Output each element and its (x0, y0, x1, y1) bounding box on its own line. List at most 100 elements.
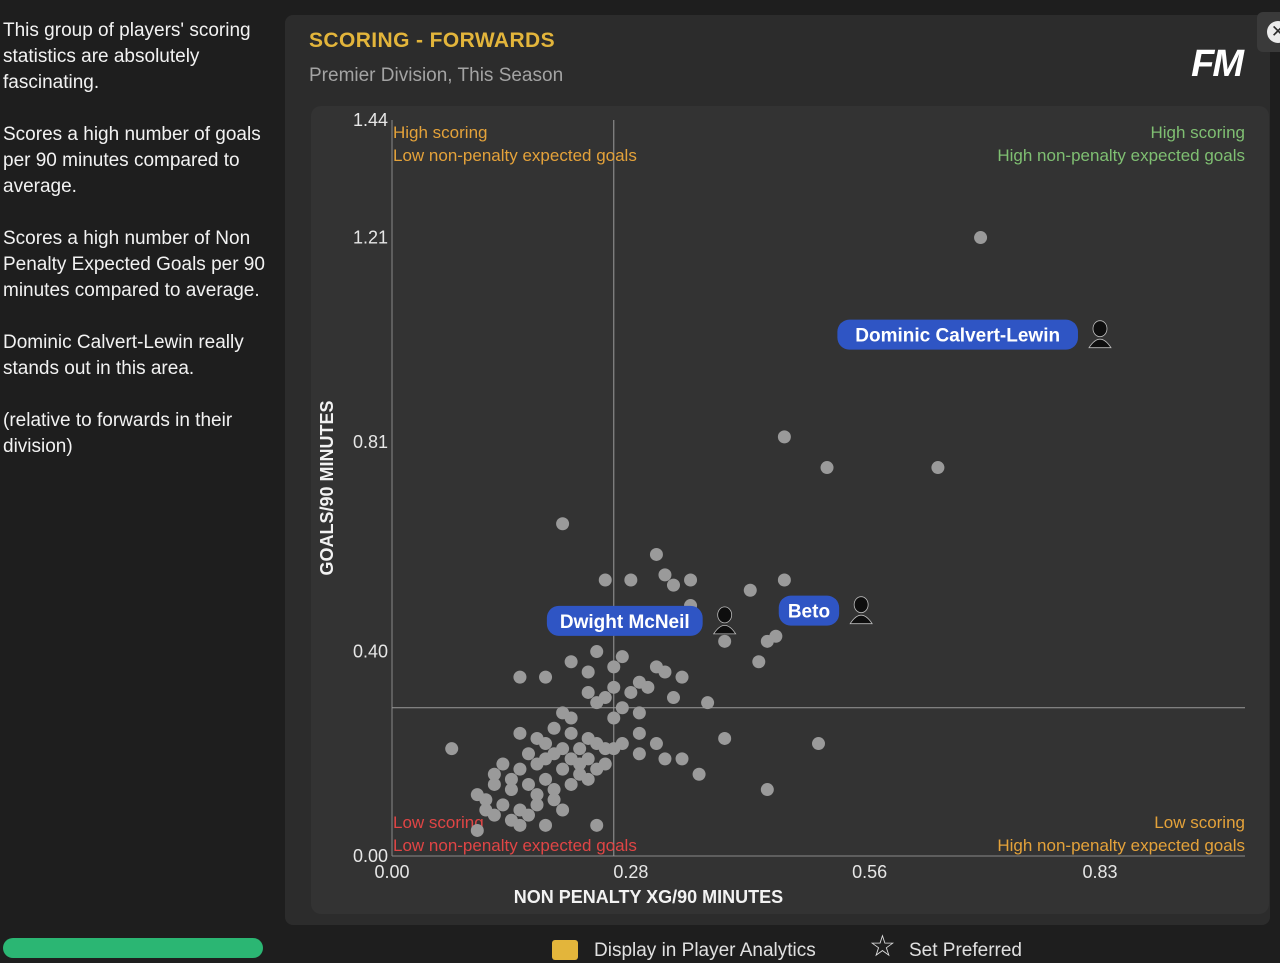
quadrant-top-right-line2: High non-penalty expected goals (997, 146, 1245, 165)
data-point (547, 783, 561, 797)
data-point (615, 701, 629, 715)
data-point (607, 742, 621, 756)
chart-subtitle: Premier Division, This Season (309, 65, 564, 86)
data-point (496, 757, 510, 771)
data-point (820, 461, 834, 475)
data-point (539, 818, 553, 832)
insight-paragraph: (relative to forwards in their division) (3, 410, 233, 457)
data-point (487, 777, 501, 791)
data-point (675, 752, 689, 766)
data-point (539, 670, 553, 684)
data-point (692, 767, 706, 781)
data-point (658, 752, 672, 766)
data-point (530, 798, 544, 812)
data-point (666, 691, 680, 705)
data-point (590, 645, 604, 659)
data-point (718, 634, 732, 648)
star-icon[interactable]: ☆ (869, 930, 896, 963)
data-point (931, 461, 945, 475)
x-tick-label: 0.83 (1082, 862, 1117, 882)
data-point (487, 767, 501, 781)
data-point (556, 803, 570, 817)
data-point (530, 788, 544, 802)
y-tick-label: 0.40 (353, 642, 388, 662)
player-label-bg (778, 595, 840, 626)
set-preferred-label[interactable]: Set Preferred (909, 940, 1022, 961)
close-button[interactable]: ✕ (1257, 12, 1280, 52)
data-point (504, 772, 518, 786)
x-tick-label: 0.00 (374, 862, 409, 882)
quadrant-bottom-left-line1: Low scoring (393, 813, 484, 832)
data-point (812, 737, 825, 751)
data-point (556, 762, 570, 776)
data-point (658, 665, 672, 679)
data-point (504, 783, 518, 797)
data-point (573, 742, 587, 756)
data-point (718, 731, 732, 745)
display-checkbox[interactable] (552, 940, 578, 960)
data-point (607, 680, 621, 694)
data-point (607, 660, 621, 674)
data-point (513, 726, 527, 740)
data-point (556, 517, 570, 531)
data-point (598, 691, 612, 705)
data-point (539, 772, 553, 786)
data-point (743, 583, 757, 597)
data-point (547, 793, 561, 807)
data-point (607, 711, 621, 725)
scatter-plot-svg: 0.00 0.28 0.56 0.83 0.00 0.40 0.81 1.21 1.44 NON … (317, 110, 1246, 907)
data-point (479, 793, 493, 807)
close-icon: ✕ (1267, 21, 1280, 43)
data-point (632, 726, 646, 740)
data-point (521, 808, 535, 822)
data-point (564, 655, 578, 669)
player-silhouette-icon (717, 606, 733, 624)
data-point (547, 721, 561, 735)
data-point (598, 573, 612, 587)
x-tick-label: 0.56 (852, 862, 887, 882)
data-point (564, 711, 578, 725)
data-point (649, 737, 663, 751)
insight-paragraph: This group of players' scoring statistic… (3, 20, 251, 93)
quadrant-bottom-left-line2: Low non-penalty expected goals (393, 836, 637, 855)
data-point (513, 818, 527, 832)
data-point (513, 670, 527, 684)
data-point (581, 665, 595, 679)
player-label: Beto (788, 602, 830, 623)
data-point (521, 747, 535, 761)
data-point (752, 655, 766, 669)
data-point (581, 772, 595, 786)
insight-paragraph: Dominic Calvert-Lewin really stands out … (3, 332, 244, 379)
y-axis-label: GOALS/90 MINUTES (317, 400, 337, 575)
player-label-bg (546, 605, 703, 636)
x-tick-label: 0.28 (613, 862, 648, 882)
data-point (564, 777, 578, 791)
data-point (581, 752, 595, 766)
player-label-bg (837, 319, 1078, 350)
data-point (496, 798, 510, 812)
y-tick-label: 0.00 (353, 846, 388, 866)
player-silhouette-icon (1092, 320, 1108, 338)
data-point (675, 670, 689, 684)
quadrant-top-right-line1: High scoring (1151, 123, 1246, 142)
data-point (777, 430, 791, 444)
player-silhouette-icon (1088, 338, 1112, 349)
data-point (590, 818, 604, 832)
data-point (641, 680, 655, 694)
player-silhouette-icon (712, 624, 737, 635)
assistant-button[interactable] (3, 938, 263, 958)
data-point (632, 706, 646, 720)
data-point (658, 568, 672, 582)
data-point (539, 737, 553, 751)
data-point (684, 573, 698, 587)
data-point (632, 747, 646, 761)
data-point (479, 803, 493, 817)
y-tick-label: 0.81 (353, 432, 388, 452)
data-point (521, 777, 535, 791)
quadrant-bottom-right-line2: High non-penalty expected goals (997, 836, 1245, 855)
data-point (974, 231, 988, 245)
quadrant-top-left-line2: Low non-penalty expected goals (393, 146, 637, 165)
player-silhouette-icon (853, 596, 869, 614)
data-point (445, 742, 459, 756)
player-label: Dominic Calvert-Lewin (855, 326, 1060, 347)
